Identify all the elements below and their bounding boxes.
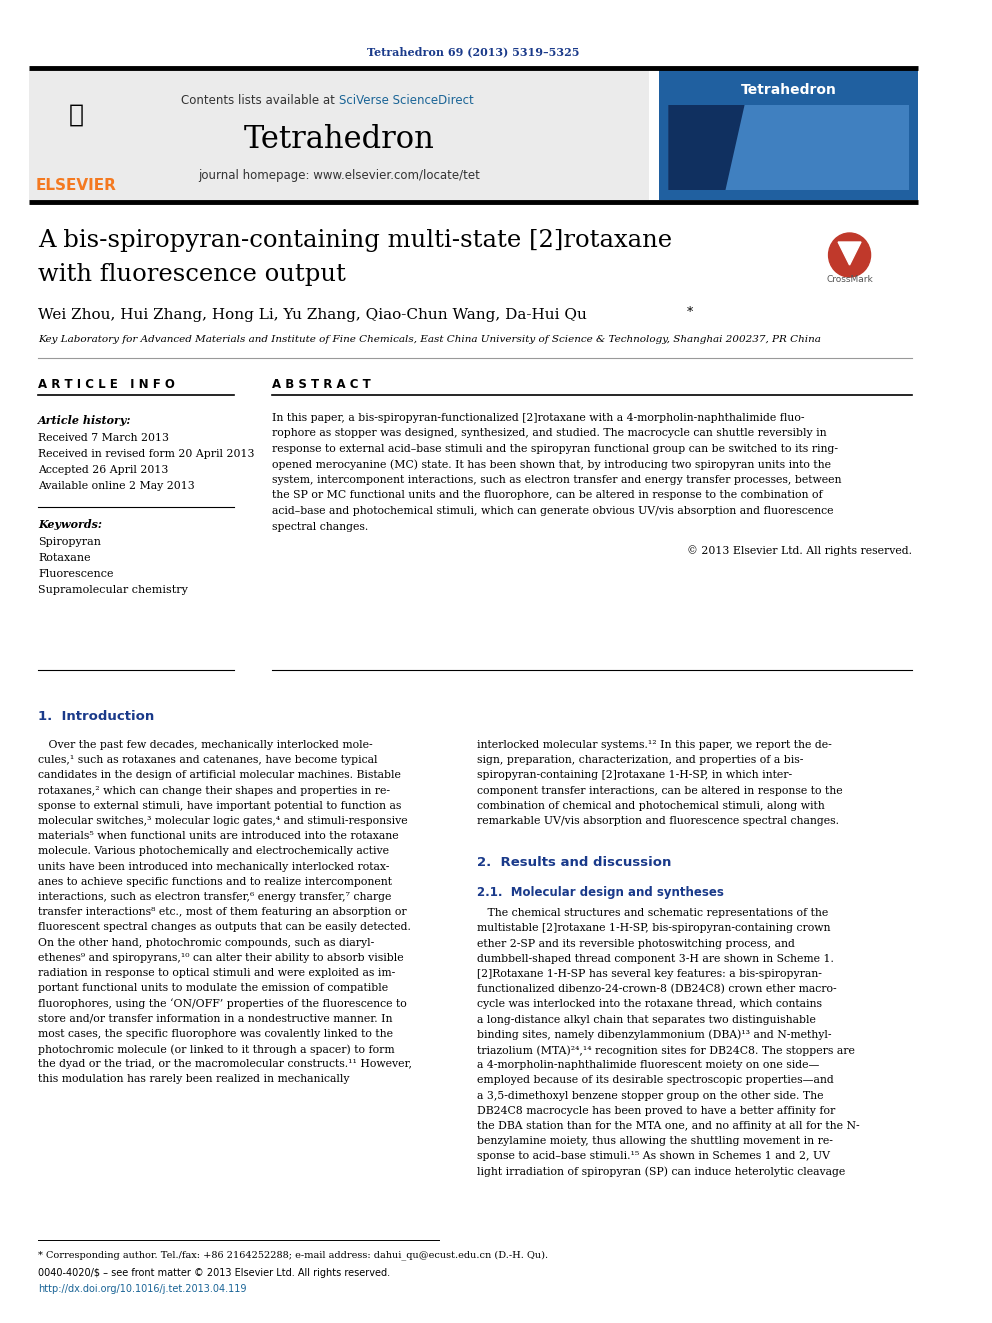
Text: http://dx.doi.org/10.1016/j.tet.2013.04.119: http://dx.doi.org/10.1016/j.tet.2013.04.… <box>38 1285 247 1294</box>
Text: cules,¹ such as rotaxanes and catenanes, have become typical: cules,¹ such as rotaxanes and catenanes,… <box>38 755 378 765</box>
Text: interlocked molecular systems.¹² In this paper, we report the de-: interlocked molecular systems.¹² In this… <box>477 740 832 750</box>
Text: fluorophores, using the ‘ON/OFF’ properties of the fluorescence to: fluorophores, using the ‘ON/OFF’ propert… <box>38 999 407 1009</box>
Text: candidates in the design of artificial molecular machines. Bistable: candidates in the design of artificial m… <box>38 770 401 781</box>
Text: materials⁵ when functional units are introduced into the rotaxane: materials⁵ when functional units are int… <box>38 831 399 841</box>
Text: [2]Rotaxane 1-H-SP has several key features: a bis-spiropyran-: [2]Rotaxane 1-H-SP has several key featu… <box>477 968 822 979</box>
Text: portant functional units to modulate the emission of compatible: portant functional units to modulate the… <box>38 983 388 994</box>
Bar <box>669 105 909 191</box>
Text: On the other hand, photochromic compounds, such as diaryl-: On the other hand, photochromic compound… <box>38 938 374 947</box>
Text: *: * <box>687 307 693 319</box>
Text: Contents lists available at: Contents lists available at <box>182 94 339 106</box>
Text: Rotaxane: Rotaxane <box>38 553 91 564</box>
Text: ethenes⁹ and spiropyrans,¹⁰ can alter their ability to absorb visible: ethenes⁹ and spiropyrans,¹⁰ can alter th… <box>38 953 404 963</box>
Text: spectral changes.: spectral changes. <box>272 521 368 532</box>
Bar <box>29 70 153 149</box>
Polygon shape <box>669 105 745 191</box>
Text: Article history:: Article history: <box>38 415 132 426</box>
Circle shape <box>828 233 871 277</box>
Text: combination of chemical and photochemical stimuli, along with: combination of chemical and photochemica… <box>477 800 825 811</box>
Text: A B S T R A C T: A B S T R A C T <box>272 378 371 392</box>
Text: 2.  Results and discussion: 2. Results and discussion <box>477 856 672 869</box>
Text: light irradiation of spiropyran (SP) can induce heterolytic cleavage: light irradiation of spiropyran (SP) can… <box>477 1167 845 1177</box>
Text: triazolium (MTA)²⁴,¹⁴ recognition sites for DB24C8. The stoppers are: triazolium (MTA)²⁴,¹⁴ recognition sites … <box>477 1045 855 1056</box>
Text: a 4-morpholin-naphthalimide fluorescent moiety on one side—: a 4-morpholin-naphthalimide fluorescent … <box>477 1060 819 1070</box>
Text: A R T I C L E   I N F O: A R T I C L E I N F O <box>38 378 175 392</box>
Text: employed because of its desirable spectroscopic properties—and: employed because of its desirable spectr… <box>477 1076 834 1085</box>
Text: spiropyran-containing [2]rotaxane 1-H-SP, in which inter-: spiropyran-containing [2]rotaxane 1-H-SP… <box>477 770 793 781</box>
Text: Available online 2 May 2013: Available online 2 May 2013 <box>38 482 195 491</box>
Text: Key Laboratory for Advanced Materials and Institute of Fine Chemicals, East Chin: Key Laboratory for Advanced Materials an… <box>38 336 821 344</box>
Text: the SP or MC functional units and the fluorophore, can be altered in response to: the SP or MC functional units and the fl… <box>272 491 822 500</box>
Text: Spiropyran: Spiropyran <box>38 537 101 546</box>
Text: Tetrahedron: Tetrahedron <box>243 124 434 156</box>
Text: The chemical structures and schematic representations of the: The chemical structures and schematic re… <box>477 908 828 918</box>
Text: functionalized dibenzo-24-crown-8 (DB24C8) crown ether macro-: functionalized dibenzo-24-crown-8 (DB24C… <box>477 984 837 995</box>
Text: 0040-4020/$ – see front matter © 2013 Elsevier Ltd. All rights reserved.: 0040-4020/$ – see front matter © 2013 El… <box>38 1267 390 1278</box>
Text: transfer interactions⁸ etc., most of them featuring an absorption or: transfer interactions⁸ etc., most of the… <box>38 908 407 917</box>
Text: store and/or transfer information in a nondestructive manner. In: store and/or transfer information in a n… <box>38 1013 393 1024</box>
Text: interactions, such as electron transfer,⁶ energy transfer,⁷ charge: interactions, such as electron transfer,… <box>38 892 392 902</box>
Text: Over the past few decades, mechanically interlocked mole-: Over the past few decades, mechanically … <box>38 740 373 750</box>
Bar <box>29 70 649 200</box>
Text: fluorescent spectral changes as outputs that can be easily detected.: fluorescent spectral changes as outputs … <box>38 922 411 933</box>
Text: radiation in response to optical stimuli and were exploited as im-: radiation in response to optical stimuli… <box>38 968 396 978</box>
Text: Accepted 26 April 2013: Accepted 26 April 2013 <box>38 464 169 475</box>
Text: SciVerse ScienceDirect: SciVerse ScienceDirect <box>339 94 473 106</box>
Text: Received in revised form 20 April 2013: Received in revised form 20 April 2013 <box>38 448 255 459</box>
Text: DB24C8 macrocycle has been proved to have a better affinity for: DB24C8 macrocycle has been proved to hav… <box>477 1106 835 1115</box>
Text: a 3,5-dimethoxyl benzene stopper group on the other side. The: a 3,5-dimethoxyl benzene stopper group o… <box>477 1090 823 1101</box>
Text: ether 2-SP and its reversible photoswitching process, and: ether 2-SP and its reversible photoswitc… <box>477 938 796 949</box>
Bar <box>659 67 919 200</box>
Text: 2.1.  Molecular design and syntheses: 2.1. Molecular design and syntheses <box>477 886 724 900</box>
Text: with fluorescence output: with fluorescence output <box>38 263 346 287</box>
Text: photochromic molecule (or linked to it through a spacer) to form: photochromic molecule (or linked to it t… <box>38 1044 395 1054</box>
Text: Keywords:: Keywords: <box>38 519 102 531</box>
Text: system, intercomponent interactions, such as electron transfer and energy transf: system, intercomponent interactions, suc… <box>272 475 841 486</box>
Text: most cases, the specific fluorophore was covalently linked to the: most cases, the specific fluorophore was… <box>38 1029 393 1039</box>
Text: Tetrahedron: Tetrahedron <box>741 83 836 97</box>
Text: sign, preparation, characterization, and properties of a bis-: sign, preparation, characterization, and… <box>477 755 804 765</box>
Text: Supramolecular chemistry: Supramolecular chemistry <box>38 585 188 595</box>
Text: 🌳: 🌳 <box>68 103 84 127</box>
Text: multistable [2]rotaxane 1-H-SP, bis-spiropyran-containing crown: multistable [2]rotaxane 1-H-SP, bis-spir… <box>477 923 830 934</box>
Text: Tetrahedron 69 (2013) 5319–5325: Tetrahedron 69 (2013) 5319–5325 <box>367 46 579 57</box>
Text: the dyad or the triad, or the macromolecular constructs.¹¹ However,: the dyad or the triad, or the macromolec… <box>38 1060 413 1069</box>
Text: ELSEVIER: ELSEVIER <box>36 177 117 193</box>
Text: units have been introduced into mechanically interlocked rotax-: units have been introduced into mechanic… <box>38 861 390 872</box>
Text: © 2013 Elsevier Ltd. All rights reserved.: © 2013 Elsevier Ltd. All rights reserved… <box>686 545 912 556</box>
Text: a long-distance alkyl chain that separates two distinguishable: a long-distance alkyl chain that separat… <box>477 1015 816 1024</box>
Text: Wei Zhou, Hui Zhang, Hong Li, Yu Zhang, Qiao-Chun Wang, Da-Hui Qu: Wei Zhou, Hui Zhang, Hong Li, Yu Zhang, … <box>38 308 587 321</box>
Text: In this paper, a bis-spiropyran-functionalized [2]rotaxane with a 4-morpholin-na: In this paper, a bis-spiropyran-function… <box>272 413 805 423</box>
Text: CrossMark: CrossMark <box>826 275 873 284</box>
Text: opened merocyanine (MC) state. It has been shown that, by introducing two spirop: opened merocyanine (MC) state. It has be… <box>272 459 831 470</box>
Text: journal homepage: www.elsevier.com/locate/tet: journal homepage: www.elsevier.com/locat… <box>198 168 480 181</box>
Text: * Corresponding author. Tel./fax: +86 2164252288; e-mail address: dahui_qu@ecust: * Corresponding author. Tel./fax: +86 21… <box>38 1250 549 1259</box>
Text: sponse to external stimuli, have important potential to function as: sponse to external stimuli, have importa… <box>38 800 402 811</box>
Text: Fluorescence: Fluorescence <box>38 569 114 579</box>
Text: this modulation has rarely been realized in mechanically: this modulation has rarely been realized… <box>38 1074 350 1085</box>
Text: response to external acid–base stimuli and the spiropyran functional group can b: response to external acid–base stimuli a… <box>272 445 838 454</box>
Text: Received 7 March 2013: Received 7 March 2013 <box>38 433 170 443</box>
Text: acid–base and photochemical stimuli, which can generate obvious UV/vis absorptio: acid–base and photochemical stimuli, whi… <box>272 505 833 516</box>
Text: rophore as stopper was designed, synthesized, and studied. The macrocycle can sh: rophore as stopper was designed, synthes… <box>272 429 826 438</box>
Text: the DBA station than for the MTA one, and no affinity at all for the N-: the DBA station than for the MTA one, an… <box>477 1121 860 1131</box>
Text: cycle was interlocked into the rotaxane thread, which contains: cycle was interlocked into the rotaxane … <box>477 999 822 1009</box>
Text: benzylamine moiety, thus allowing the shuttling movement in re-: benzylamine moiety, thus allowing the sh… <box>477 1136 833 1146</box>
Text: binding sites, namely dibenzylammonium (DBA)¹³ and N-methyl-: binding sites, namely dibenzylammonium (… <box>477 1029 831 1040</box>
Text: A bis-spiropyran-containing multi-state [2]rotaxane: A bis-spiropyran-containing multi-state … <box>38 229 673 251</box>
Text: anes to achieve specific functions and to realize intercomponent: anes to achieve specific functions and t… <box>38 877 392 886</box>
Text: molecule. Various photochemically and electrochemically active: molecule. Various photochemically and el… <box>38 847 389 856</box>
Text: rotaxanes,² which can change their shapes and properties in re-: rotaxanes,² which can change their shape… <box>38 786 390 795</box>
Text: dumbbell-shaped thread component 3-H are shown in Scheme 1.: dumbbell-shaped thread component 3-H are… <box>477 954 834 963</box>
Text: component transfer interactions, can be altered in response to the: component transfer interactions, can be … <box>477 786 843 795</box>
Text: 1.  Introduction: 1. Introduction <box>38 710 155 722</box>
Text: molecular switches,³ molecular logic gates,⁴ and stimuli-responsive: molecular switches,³ molecular logic gat… <box>38 816 408 826</box>
Text: remarkable UV/vis absorption and fluorescence spectral changes.: remarkable UV/vis absorption and fluores… <box>477 816 839 826</box>
Text: sponse to acid–base stimuli.¹⁵ As shown in Schemes 1 and 2, UV: sponse to acid–base stimuli.¹⁵ As shown … <box>477 1151 830 1162</box>
Polygon shape <box>838 242 861 265</box>
